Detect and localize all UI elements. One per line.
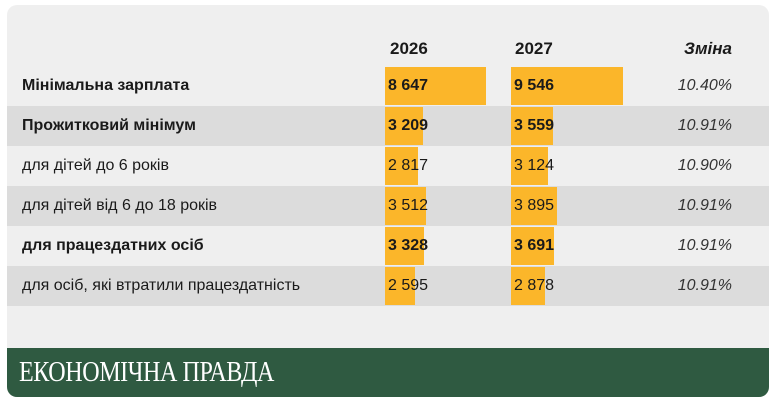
change-value: 10.91%: [677, 277, 732, 294]
table-row: для працездатних осіб 3 328 3 691 10.91%: [7, 226, 769, 266]
value-label-2026: 3 328: [388, 237, 429, 254]
value-label-2027: 3 124: [514, 157, 555, 174]
value-label-2027: 3 559: [514, 117, 555, 134]
value-bar-2027: [511, 67, 623, 105]
value-bar-2026: [385, 267, 415, 305]
value-bar-2026: [385, 147, 418, 185]
value-label-2027: 9 546: [514, 77, 555, 94]
row-label: для працездатних осіб: [22, 237, 204, 254]
value-bar-2027: [511, 187, 557, 225]
value-bar-2027: [511, 267, 545, 305]
value-label-2026: 3 512: [388, 197, 429, 214]
change-value: 10.91%: [677, 117, 732, 134]
table-row: для осіб, які втратили працездатність 2 5…: [7, 266, 769, 306]
table-row: для дітей від 6 до 18 років 3 512 3 895 10.…: [7, 186, 769, 226]
header-2027: 2027: [515, 39, 553, 58]
footer-bar: ЕКОНОМІЧНА ПРАВДА: [7, 348, 769, 397]
value-label-2026: 2 817: [388, 157, 429, 174]
header-change: Зміна: [684, 39, 732, 58]
change-value: 10.40%: [677, 77, 732, 94]
value-bar-2026: [385, 67, 486, 105]
change-value: 10.90%: [677, 157, 732, 174]
value-label-2027: 2 878: [514, 277, 555, 294]
value-label-2026: 3 209: [388, 117, 429, 134]
value-bar-2026: [385, 227, 424, 265]
table-row: Прожитковий мінімум 3 209 3 559 10.91%: [7, 106, 769, 146]
value-bar-2027: [511, 227, 554, 265]
header-2026: 2026: [390, 39, 428, 58]
table-row: для дітей до 6 років 2 817 3 124 10.90%: [7, 146, 769, 186]
value-bar-2027: [511, 147, 548, 185]
value-label-2026: 2 595: [388, 277, 429, 294]
row-label: Прожитковий мінімум: [22, 117, 196, 134]
change-value: 10.91%: [677, 237, 732, 254]
value-bar-2027: [511, 107, 553, 145]
value-bar-2026: [385, 187, 426, 225]
row-label: Мінімальна зарплата: [22, 77, 190, 94]
row-label: для осіб, які втратили працездатність: [22, 277, 301, 294]
data-card: 2026 2027 Зміна Мінімальна зарплата 8 647…: [7, 5, 769, 397]
value-bar-2026: [385, 107, 423, 145]
row-label: для дітей до 6 років: [22, 157, 169, 174]
value-label-2026: 8 647: [388, 77, 429, 94]
change-value: 10.91%: [677, 197, 732, 214]
value-label-2027: 3 895: [514, 197, 555, 214]
table-row: Мінімальна зарплата 8 647 9 546 10.40%: [7, 66, 769, 106]
brand-logo: ЕКОНОМІЧНА ПРАВДА: [19, 357, 274, 388]
value-label-2027: 3 691: [514, 237, 555, 254]
row-label: для дітей від 6 до 18 років: [22, 197, 218, 214]
